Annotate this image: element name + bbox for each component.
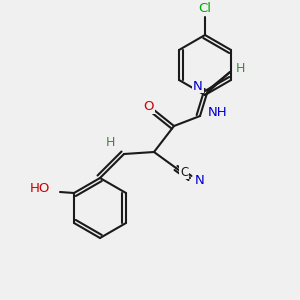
Text: H: H bbox=[105, 136, 115, 149]
Text: N: N bbox=[195, 173, 205, 187]
Text: Cl: Cl bbox=[199, 2, 212, 16]
Text: H: H bbox=[235, 61, 245, 74]
Text: NH: NH bbox=[208, 106, 228, 118]
Text: HO: HO bbox=[30, 182, 50, 196]
Text: C: C bbox=[180, 166, 188, 178]
Text: N: N bbox=[193, 80, 203, 92]
Text: O: O bbox=[144, 100, 154, 113]
